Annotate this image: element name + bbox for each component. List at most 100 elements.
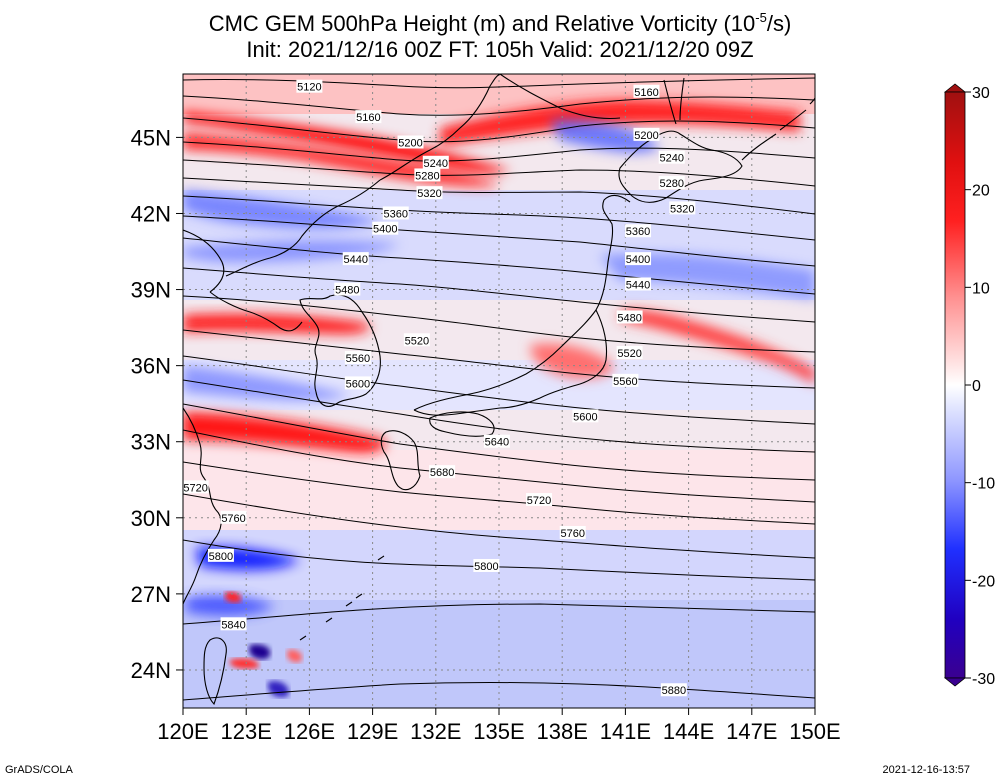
contour-label-bg [382,206,409,220]
contour-label-bg [658,150,685,164]
contour-label-text: 5560 [346,353,370,365]
contour-label: 5760 [559,526,586,540]
contour-label: 5880 [660,683,687,697]
contour-label-text: 5520 [617,348,641,360]
contour-label-text: 5520 [405,335,429,347]
colorbar-tick-label: 10 [972,280,990,297]
contour-label: 5560 [344,351,371,365]
chart-title-line1: CMC GEM 500hPa Height (m) and Relative V… [209,10,792,36]
footer-right: 2021-12-16-13:57 [883,764,970,776]
y-tick-label: 33N [131,430,171,455]
contour-label: 5320 [416,186,443,200]
contour-label: 5520 [403,333,430,347]
contour-label-bg [334,282,361,296]
colorbar-tick-label: -10 [972,476,995,493]
x-axis: 120E 123E 126E 129E 132E 135E 138E 141E 144E 147E… [157,708,841,744]
contour-label-text: 5720 [183,482,207,494]
x-tick-label: 123E [221,719,272,744]
contour-label: 5120 [296,79,323,94]
colorbar-top-cap [943,83,967,93]
contour-label-bg [422,155,449,169]
contour-label: 5720 [526,493,553,507]
y-tick-label: 30N [131,506,171,531]
colorbar-tick-label: 30 [972,85,990,102]
contour-label: 5200 [397,135,424,149]
y-tick-label: 42N [131,201,171,226]
contour-label-text: 5400 [373,224,397,236]
contour-label-text: 5480 [335,285,359,297]
contour-label-text: 5200 [634,130,658,142]
contour-label: 5240 [658,150,685,165]
contour-label-text: 5720 [527,495,551,507]
colorbar-bar [944,91,966,679]
contour-label-bg [572,409,599,423]
contour-label-text: 5120 [297,82,321,94]
y-axis: 24N 27N 30N 33N 36N 39N 42N 45N [131,125,183,683]
contour-label-bg [372,221,399,235]
contour-label-bg [344,376,371,390]
contour-label: 5480 [334,282,361,297]
contour-label-text: 5280 [415,170,439,182]
contour-label-text: 5280 [660,178,684,190]
x-tick-label: 126E [284,719,335,744]
contour-label-bg [220,617,247,631]
height-contours [183,77,815,701]
contour-label-text: 5640 [485,437,509,449]
contour-label-text: 5160 [634,87,658,99]
contour-label-bg [403,333,430,347]
contour-label-bg [658,176,685,190]
contour-label: 5280 [414,168,441,182]
x-tick-label: 120E [157,719,208,744]
contour-label: 5800 [207,548,234,563]
contour-label-text: 5600 [346,378,370,390]
x-tick-label: 147E [726,719,777,744]
contour-label: 5200 [633,127,660,142]
contour-label-text: 5160 [356,112,380,124]
contour-label-text: 5560 [613,376,637,388]
colorbar-bottom-cap [943,677,967,687]
contour-label-bg [355,110,382,124]
contour-label-text: 5240 [424,158,448,170]
contour-label-bg [616,345,643,359]
x-tick-label: 129E [347,719,398,744]
contour-label-bg [559,526,586,540]
contour-label-text: 5400 [626,254,650,266]
contour-label: 5440 [625,277,652,291]
coastlines [183,74,815,705]
contour-label-bg [344,351,371,365]
contour-label-bg [183,480,209,494]
contour-label-bg [429,465,456,479]
contour-label-text: 5800 [209,551,233,563]
contour-label-text: 5360 [384,208,408,220]
contour-label: 5440 [342,252,369,266]
colorbar: 30 20 10 0 -10 -20 -30 [943,83,995,688]
colorbar-tick-label: 20 [972,183,990,200]
contour-label-text: 5440 [626,279,650,291]
contour-label-bg [625,224,652,238]
y-tick-label: 45N [131,125,171,150]
contour-label: 5560 [612,373,639,388]
contour-label: 5600 [344,376,371,390]
contour-label-bg [207,548,234,562]
contour-label-bg [416,186,443,200]
contour-label: 5680 [429,465,456,479]
contour-label-bg [669,201,696,215]
contour-label: 5320 [669,201,696,215]
contour-label: 5360 [382,206,409,220]
contour-label-text: 5360 [626,226,650,238]
contour-label: 5480 [616,310,643,324]
y-tick-label: 27N [131,582,171,607]
contour-label-text: 5480 [617,312,641,324]
contour-label-text: 5440 [344,254,368,266]
x-tick-label: 135E [473,719,524,744]
y-tick-label: 24N [131,658,171,683]
contour-label: 5240 [422,155,449,170]
contour-label-text: 5760 [221,513,245,525]
contour-label: 5160 [355,110,382,124]
contour-label-text: 5880 [662,685,686,697]
x-tick-label: 150E [789,719,840,744]
contour-label-text: 5600 [573,411,597,423]
contour-label-bg [296,79,323,93]
contour-label: 5520 [616,345,643,360]
